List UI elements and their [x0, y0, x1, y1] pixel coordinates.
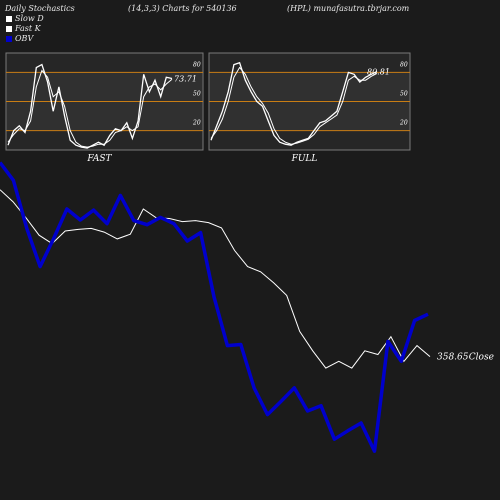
header-title: Daily Stochastics: [5, 4, 75, 13]
tick-label-50: 50: [193, 91, 201, 98]
series-slow-d-line: [7, 69, 173, 148]
panel-title: FULL: [291, 154, 318, 164]
panel-title: FAST: [86, 154, 112, 164]
legend-fast-k-swatch: [6, 25, 12, 32]
legend-obv-label: OBV: [15, 34, 34, 43]
legend-obv-swatch: [6, 35, 12, 42]
tick-label-80: 80: [193, 61, 201, 68]
tick-label-20: 20: [399, 120, 408, 127]
last-value-label: 73.71: [174, 75, 197, 84]
header-source: (HPL) munafasutra.tbrjar.com: [287, 4, 410, 13]
close-label: Close: [469, 353, 494, 363]
tick-label-20: 20: [192, 120, 201, 127]
close-price-line: [0, 189, 431, 369]
last-price-label: 358.65: [437, 353, 469, 363]
header-params: (14,3,3) Charts for 540136: [128, 4, 237, 13]
obv-line: [0, 161, 429, 453]
tick-label-80: 80: [400, 61, 408, 68]
legend-slow-d-label: Slow D: [15, 14, 44, 23]
legend-obv: OBV: [6, 34, 33, 43]
legend-fast-k: Fast K: [6, 24, 41, 33]
last-value-label: 80.81: [367, 68, 390, 77]
legend-fast-k-label: Fast K: [15, 24, 41, 33]
legend-slow-d-swatch: [6, 15, 12, 22]
series-slow-d-line: [210, 66, 378, 145]
tick-label-50: 50: [400, 91, 408, 98]
legend-slow-d: Slow D: [6, 14, 44, 23]
